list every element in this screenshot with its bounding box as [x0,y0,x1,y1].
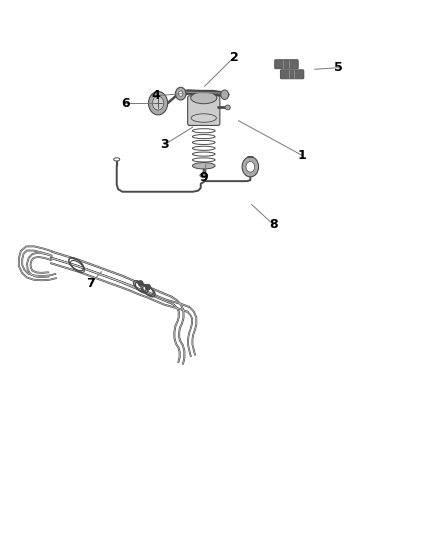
Text: 7: 7 [86,277,95,290]
Circle shape [246,161,254,172]
Text: 8: 8 [269,218,278,231]
Text: 5: 5 [334,61,343,74]
Circle shape [152,96,164,110]
Ellipse shape [192,163,215,169]
Text: 9: 9 [199,171,208,184]
Text: 1: 1 [297,149,306,161]
FancyBboxPatch shape [275,60,298,69]
Text: 3: 3 [160,138,169,151]
FancyBboxPatch shape [280,70,304,79]
Circle shape [138,281,143,286]
FancyBboxPatch shape [187,96,220,125]
Text: 2: 2 [230,51,239,63]
Circle shape [221,90,229,100]
Circle shape [242,157,258,177]
Ellipse shape [225,105,230,110]
Circle shape [179,91,183,96]
Ellipse shape [200,173,208,177]
Ellipse shape [191,92,217,104]
Circle shape [148,92,168,115]
Ellipse shape [114,158,120,161]
Text: 6: 6 [121,96,130,110]
Circle shape [176,87,186,100]
Circle shape [146,285,150,290]
Ellipse shape [191,114,216,122]
Text: 4: 4 [152,89,160,102]
